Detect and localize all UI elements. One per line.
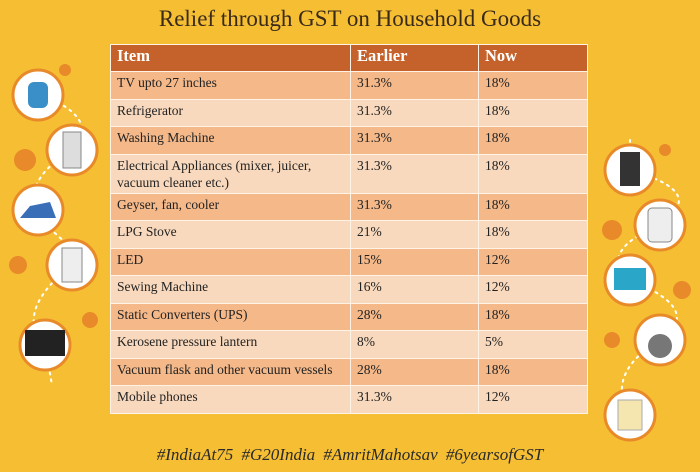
table-cell: 18% — [478, 126, 588, 155]
table-cell: 28% — [350, 357, 479, 386]
table-cell: 31.3% — [350, 385, 479, 414]
icons — [20, 82, 673, 431]
table-row: Electrical Appliances (mixer, juicer, va… — [110, 153, 588, 194]
table-cell: 31.3% — [350, 192, 479, 221]
table-cell: 18% — [478, 153, 588, 194]
table-cell: Refrigerator — [110, 98, 351, 127]
table-row: Mobile phones 31.3% 12% — [110, 385, 588, 414]
table-cell: 28% — [350, 302, 479, 331]
table-cell: Static Converters (UPS) — [110, 302, 351, 331]
table-cell: 5% — [478, 330, 588, 359]
table-row: Kerosene pressure lantern 8% 5% — [110, 330, 588, 359]
header-cell: Now — [478, 44, 588, 72]
table-row: Static Converters (UPS) 28% 18% — [110, 302, 588, 331]
table-row: Refrigerator 31.3% 18% — [110, 98, 588, 127]
table-cell: Mobile phones — [110, 385, 351, 414]
table-cell: 31.3% — [350, 126, 479, 155]
table-cell: Sewing Machine — [110, 275, 351, 304]
table-cell: Vacuum flask and other vacuum vessels — [110, 357, 351, 386]
table-cell: LPG Stove — [110, 220, 351, 249]
table-cell: 16% — [350, 275, 479, 304]
table-cell: 21% — [350, 220, 479, 249]
table-cell: 18% — [478, 357, 588, 386]
table-cell: 18% — [478, 302, 588, 331]
table-cell: 18% — [478, 192, 588, 221]
table-row: TV upto 27 inches 31.3% 18% — [110, 71, 588, 100]
table-row: Sewing Machine 16% 12% — [110, 275, 588, 304]
table-row: LED 15% 12% — [110, 247, 588, 276]
table-cell: LED — [110, 247, 351, 276]
table-cell: Washing Machine — [110, 126, 351, 155]
header-cell: Earlier — [350, 44, 479, 72]
table-cell: 12% — [478, 275, 588, 304]
table-cell: Kerosene pressure lantern — [110, 330, 351, 359]
table-cell: 12% — [478, 247, 588, 276]
table-cell: 31.3% — [350, 71, 479, 100]
table-cell: TV upto 27 inches — [110, 71, 351, 100]
table: Item Earlier Now TV upto 27 inches 31.3% 18%… — [110, 44, 588, 414]
table-cell: 8% — [350, 330, 479, 359]
header-row: Item Earlier Now — [110, 44, 588, 72]
table-cell: 18% — [478, 220, 588, 249]
table-row: Vacuum flask and other vacuum vessels 28%… — [110, 357, 588, 386]
title: Relief through GST on Household Goods — [158, 6, 542, 31]
table-cell: 31.3% — [350, 153, 479, 194]
header-cell: Item — [110, 44, 351, 72]
table-cell: 31.3% — [350, 98, 479, 127]
table-cell: 18% — [478, 71, 588, 100]
table-cell: 12% — [478, 385, 588, 414]
table-row: Geyser, fan, cooler 31.3% 18% — [110, 192, 588, 221]
table-cell: 18% — [478, 98, 588, 127]
table-cell: Geyser, fan, cooler — [110, 192, 351, 221]
table-row: Washing Machine 31.3% 18% — [110, 126, 588, 155]
gears — [9, 64, 691, 348]
table-cell: Electrical Appliances (mixer, juicer, va… — [110, 153, 351, 194]
hashtags: #IndiaAt75 #G20India #AmritMahotsav #6ye… — [156, 445, 544, 464]
table-row: LPG Stove 21% 18% — [110, 220, 588, 249]
table-body: TV upto 27 inches 31.3% 18% Refrigerator 31.… — [110, 71, 588, 414]
table-cell: 15% — [350, 247, 479, 276]
